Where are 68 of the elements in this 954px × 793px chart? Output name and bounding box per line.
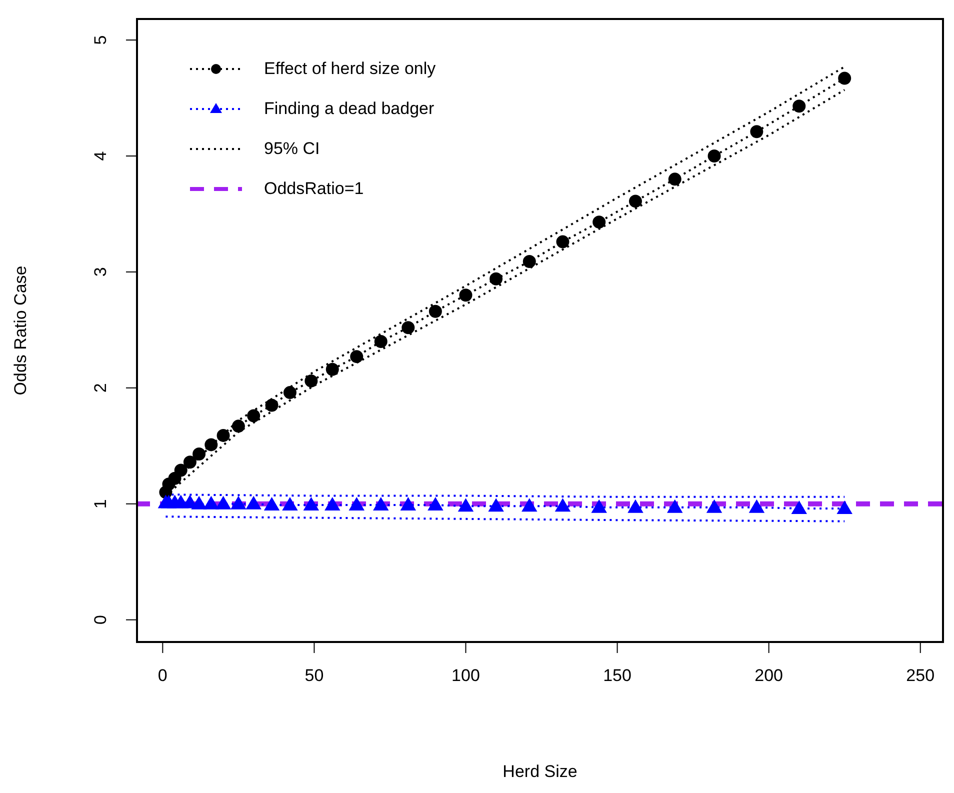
point <box>402 321 415 334</box>
point <box>324 498 340 511</box>
point <box>706 500 722 513</box>
point <box>265 398 278 412</box>
point <box>837 500 852 514</box>
legend-label: Effect of herd size only <box>264 58 436 78</box>
point <box>204 438 218 452</box>
point <box>555 498 570 512</box>
point <box>400 498 416 511</box>
point <box>326 362 339 376</box>
point <box>792 100 806 113</box>
point <box>283 386 296 400</box>
point <box>183 456 196 469</box>
point <box>374 335 388 348</box>
x-tick-label: 100 <box>452 666 480 686</box>
point <box>192 447 206 460</box>
legend-label: OddsRatio=1 <box>264 178 364 198</box>
y-axis-title: Odds Ratio Case <box>11 266 30 396</box>
point <box>246 496 262 510</box>
x-tick-label: 250 <box>906 666 935 686</box>
point <box>458 498 474 512</box>
point <box>216 496 231 510</box>
point <box>556 235 570 248</box>
point <box>350 350 364 364</box>
point <box>230 496 246 510</box>
x-axis-title: Herd Size <box>502 762 578 781</box>
point <box>264 498 280 511</box>
point <box>750 125 764 138</box>
y-tick-label: 2 <box>91 383 110 393</box>
x-tick-label: 0 <box>158 666 168 686</box>
y-tick-label: 3 <box>91 267 110 277</box>
point <box>373 498 388 511</box>
point <box>668 172 682 186</box>
point <box>522 255 536 268</box>
point <box>174 464 188 477</box>
point <box>304 498 319 511</box>
legend-label: Finding a dead badger <box>264 98 434 118</box>
point <box>628 194 642 208</box>
y-tick-label: 4 <box>91 151 110 161</box>
point <box>216 428 230 442</box>
y-tick-label: 0 <box>91 615 110 625</box>
x-tick-label: 150 <box>603 666 632 686</box>
point <box>708 149 721 162</box>
point <box>204 496 219 510</box>
y-tick-label: 5 <box>91 35 110 45</box>
point <box>232 420 245 433</box>
point <box>628 500 643 513</box>
point <box>592 216 606 229</box>
y-tick-label: 1 <box>91 499 110 509</box>
point <box>282 498 298 511</box>
point <box>247 409 260 422</box>
point <box>488 498 504 512</box>
point <box>304 374 318 388</box>
point <box>428 304 442 318</box>
legend-label: 95% CI <box>264 138 320 158</box>
point <box>459 288 472 302</box>
point <box>490 272 503 286</box>
x-tick-label: 200 <box>754 666 784 686</box>
point <box>192 496 207 510</box>
point <box>428 498 443 511</box>
point <box>838 72 852 85</box>
point <box>749 500 764 513</box>
x-tick-label: 50 <box>304 666 324 686</box>
point <box>522 498 537 512</box>
point <box>349 498 364 511</box>
point <box>792 500 807 514</box>
point <box>592 500 607 513</box>
point <box>667 500 682 513</box>
